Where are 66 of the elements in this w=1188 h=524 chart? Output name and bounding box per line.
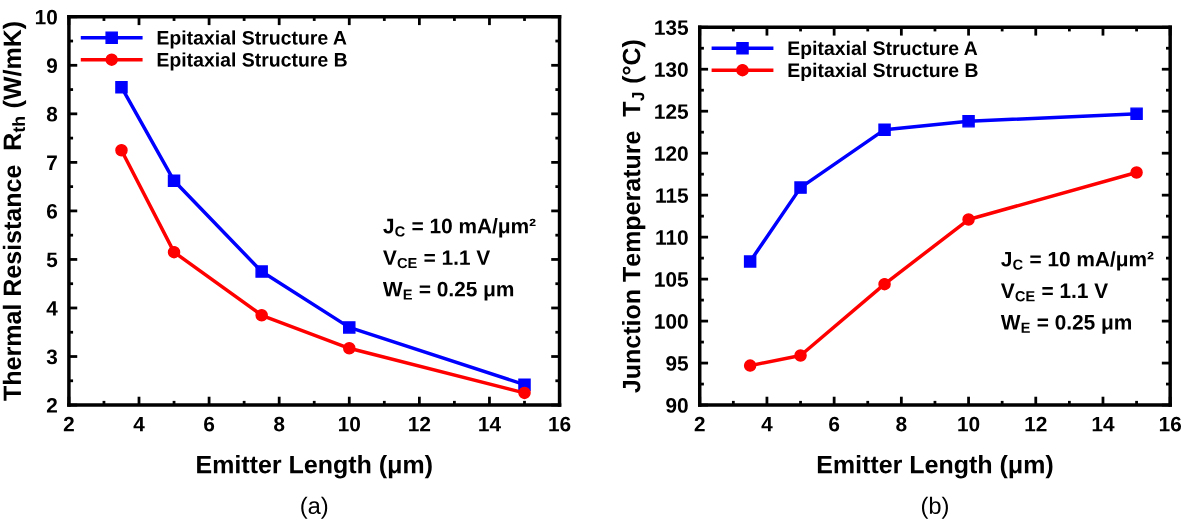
point [743, 255, 757, 268]
legend-label: Epitaxial Structure A [788, 40, 978, 59]
text: J$_{C}$ = 10 mA/μm² V$_{CE}$ = 1.1 V W$_{E}$ = 0.25 μm [382, 218, 536, 301]
point [255, 309, 268, 322]
point [1130, 107, 1143, 120]
x-tick-label: 2 [694, 416, 705, 432]
y-tick-label: 95 [666, 356, 689, 371]
y-tick-label: 4 [46, 301, 58, 316]
point [255, 265, 268, 278]
y-tick-label: 7 [47, 155, 57, 170]
x-tick-label: 10 [339, 416, 361, 432]
x-tick-label: 8 [274, 416, 285, 432]
y-tick-label: 135 [655, 20, 689, 36]
point [743, 359, 757, 372]
x-tick-label: 4 [133, 416, 145, 432]
x-tick-label: 6 [829, 416, 840, 432]
point [962, 115, 975, 128]
legend-label: Epitaxial Structure B [788, 62, 978, 81]
point [343, 321, 356, 334]
point [115, 143, 128, 157]
point [167, 174, 181, 188]
x-axis-title: Emitter Length (μm) [817, 455, 1053, 479]
point [962, 213, 975, 226]
x-tick-label: 16 [1159, 416, 1182, 432]
y-tick-label: 10 [35, 9, 57, 25]
x-axis-title: Emitter Length (μm) [197, 455, 432, 479]
point [794, 181, 807, 194]
y-tick-label: 130 [655, 62, 688, 78]
x-tick-label: 12 [1025, 416, 1047, 432]
x-tick-label: 2 [63, 416, 74, 432]
text: (b) [921, 496, 948, 519]
y-tick-label: 100 [655, 314, 688, 329]
y-tick-label: 105 [655, 272, 689, 287]
y-tick-label: 8 [46, 106, 58, 122]
y-axis-title: Thermal Resistance R$_{th}$ (W/mK) [2, 22, 27, 401]
point [1130, 166, 1143, 179]
x-tick-label: 10 [958, 416, 980, 432]
point [518, 386, 531, 400]
x-tick-label: 12 [409, 416, 431, 432]
text: (a) [301, 496, 328, 519]
text: J$_{C}$ = 10 mA/μm² V$_{CE}$ = 1.1 V W$_{E}$ = 0.25 μm [1000, 251, 1154, 334]
x-tick-label: 4 [761, 416, 773, 432]
y-tick-label: 125 [655, 104, 689, 119]
y-tick-label: 90 [666, 398, 688, 413]
x-tick-label: 6 [204, 416, 215, 432]
point [167, 245, 181, 259]
y-tick-label: 5 [46, 252, 58, 268]
y-tick-label: 6 [46, 203, 58, 219]
point [115, 80, 128, 94]
y-tick-label: 2 [46, 398, 57, 413]
x-tick-label: 16 [549, 416, 571, 432]
y-tick-label: 9 [46, 58, 58, 74]
point [343, 342, 356, 355]
legend-label: Epitaxial Structure A [157, 30, 347, 49]
y-tick-label: 115 [656, 188, 689, 203]
legend-label: Epitaxial Structure B [157, 52, 347, 71]
x-tick-label: 14 [479, 416, 501, 432]
y-axis-title: Junction Temperature T$_{J}$ (°C) [622, 40, 646, 393]
point [878, 123, 891, 136]
y-tick-label: 3 [46, 349, 58, 365]
x-tick-label: 14 [1092, 416, 1115, 432]
y-tick-label: 120 [655, 146, 688, 161]
x-tick-label: 8 [896, 416, 907, 432]
point [878, 277, 891, 291]
y-tick-label: 110 [656, 230, 688, 245]
point [794, 349, 807, 362]
